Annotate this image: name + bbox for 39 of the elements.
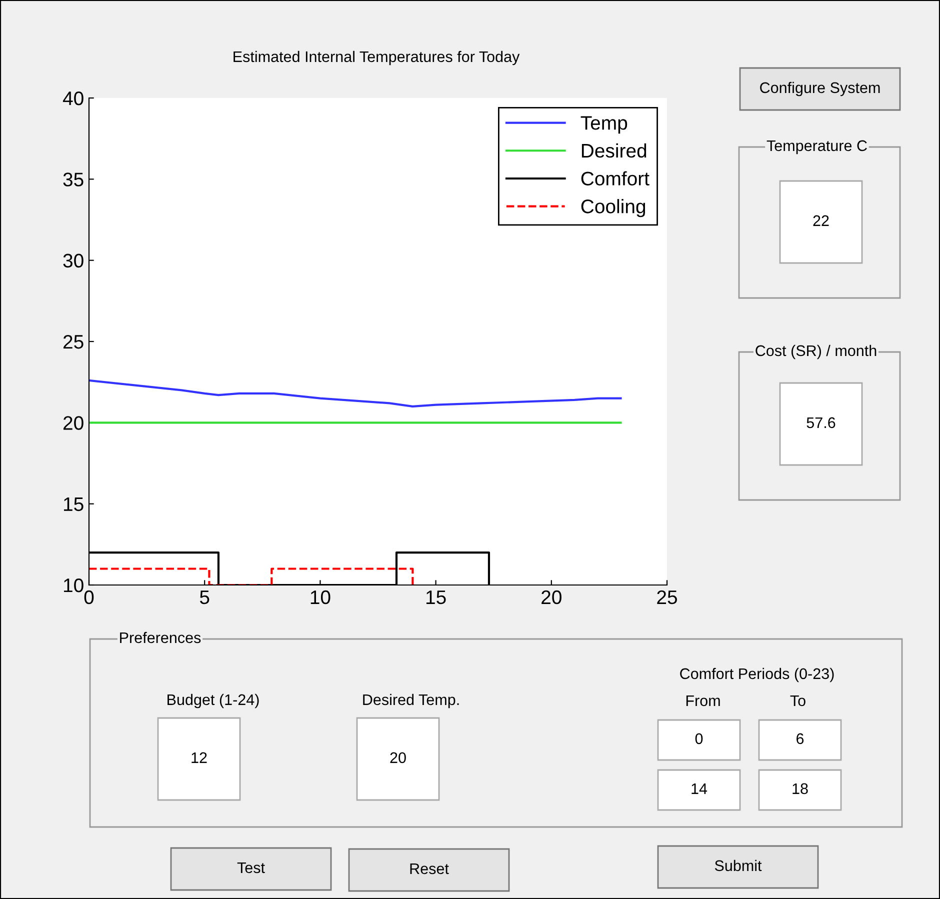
chart-title: Estimated Internal Temperatures for Today [234,50,520,66]
text: Cost (SR) / month [756,344,876,360]
y-tick-label: 35 [63,172,84,186]
line-series [89,379,622,408]
text: 0 [695,733,703,744]
text: Submit [714,860,762,872]
y-tick-label: 25 [63,334,84,349]
legend-label: Temp [580,116,628,134]
x-tick-label: 15 [426,590,446,604]
x-tick-label: 20 [542,590,562,604]
text: Test [237,862,265,874]
text: 12 [192,752,207,763]
text: 14 [692,783,708,794]
y-tick-label: 20 [63,416,84,430]
text: Comfort Periods (0-23) [680,668,834,682]
text: Configure System [760,82,880,96]
text: Desired Temp. [363,694,459,708]
x-tick-label: 10 [310,590,330,604]
y-tick-label: 15 [64,498,84,512]
text: Reset [410,863,449,874]
text: 20 [390,752,406,764]
legend-label: Cooling [581,199,646,218]
text: Preferences [120,632,201,644]
text: 57.6 [806,417,836,428]
text: 22 [813,215,829,226]
text: From [686,695,720,706]
text: 18 [792,783,808,794]
text: 6 [796,733,804,744]
x-tick-label: 25 [657,590,677,604]
y-tick-label: 10 [64,578,84,592]
legend-label: Desired [582,143,646,158]
x-tick-label: 0 [84,590,94,604]
text: To [790,695,806,706]
legend-label: Comfort [581,171,650,186]
text: Temperature C [766,140,867,154]
text: Budget (1-24) [168,694,259,708]
x-tick-label: 5 [200,590,210,604]
y-tick-label: 40 [62,91,84,106]
y-tick-label: 30 [63,254,84,268]
